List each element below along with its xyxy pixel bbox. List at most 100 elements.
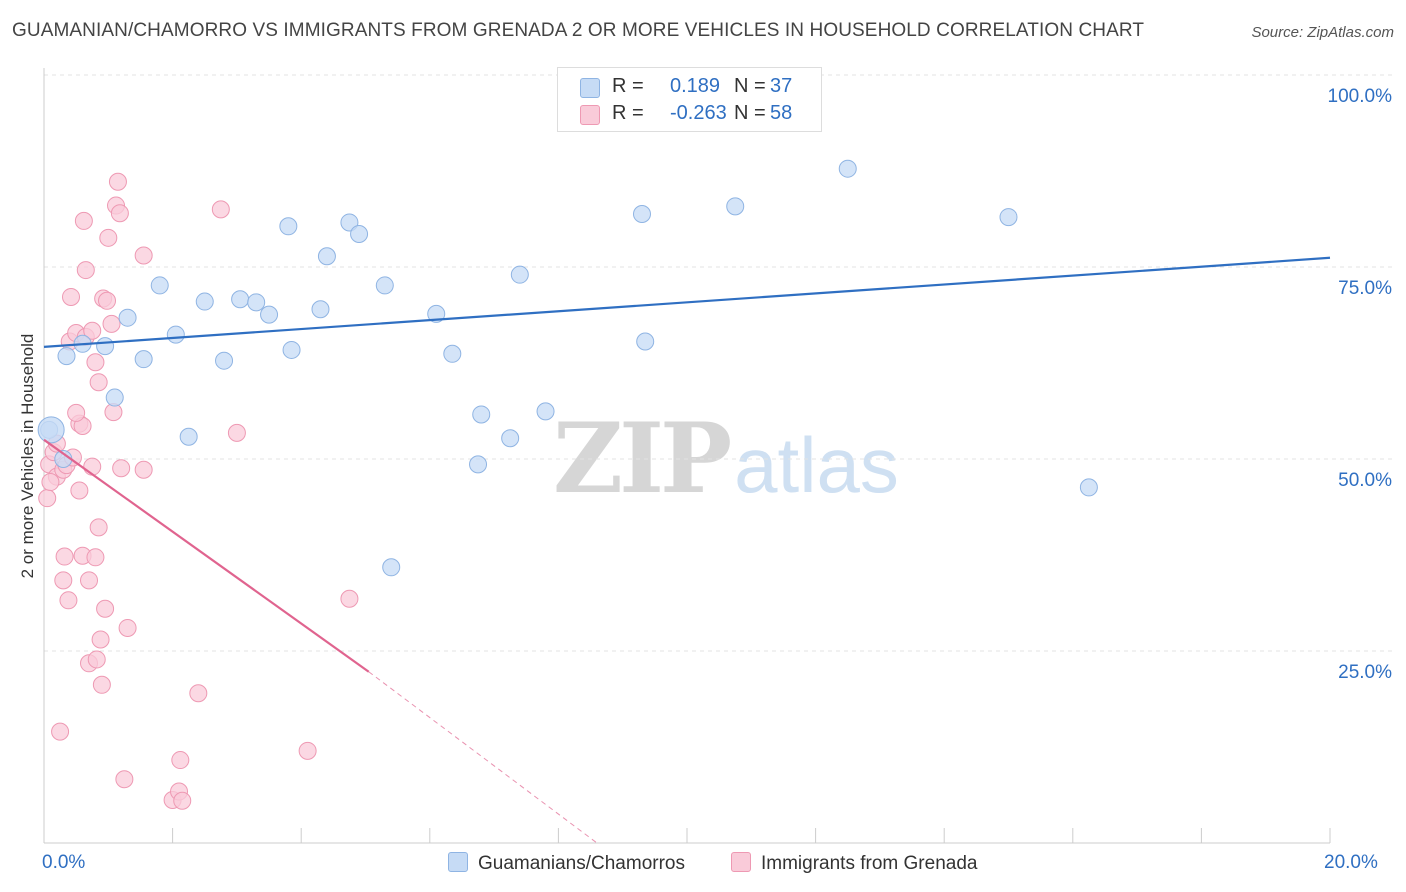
blue-point (382, 558, 401, 577)
source-label: Source: ZipAtlas.com (1251, 24, 1394, 41)
blue-point (231, 290, 250, 309)
pink-point (55, 547, 74, 566)
blue-point (150, 276, 169, 295)
legend-r-label: R = (612, 75, 644, 97)
blue-point (260, 305, 279, 324)
pink-point (89, 373, 108, 392)
legend-r-value: 0.189 (670, 75, 721, 97)
y-tick-label-25: 25.0% (1338, 662, 1392, 683)
pink-point (86, 548, 105, 567)
pink-point (134, 246, 153, 265)
pink-point (102, 314, 121, 333)
pink-point (298, 741, 317, 760)
blue-point (195, 292, 214, 311)
pink-point (92, 675, 111, 694)
pink-trend-line (43, 438, 370, 673)
correlation-legend: R = 0.189 N = 37 R = -0.263 N = 58 (557, 67, 822, 132)
pink-point (108, 172, 127, 191)
x-tick-label-max: 20.0% (1324, 852, 1378, 873)
pink-trend-extension (368, 671, 598, 844)
blue-point (57, 347, 76, 366)
pink-point (38, 489, 57, 508)
bottom-legend-pink: Immigrants from Grenada (731, 852, 977, 875)
y-tick-label-75: 75.0% (1338, 278, 1392, 299)
blue-point (427, 304, 446, 323)
pink-point (76, 261, 95, 280)
blue-point (501, 429, 520, 448)
series-name-blue: Guamanians/Chamorros (478, 853, 685, 874)
pink-point (87, 650, 106, 669)
legend-swatch-blue (580, 78, 600, 98)
pink-point (51, 722, 70, 741)
legend-n-value: 37 (770, 75, 793, 97)
blue-point (350, 224, 369, 243)
pink-point (173, 791, 192, 810)
blue-point (340, 213, 359, 232)
pink-point (110, 204, 129, 223)
pink-point (70, 481, 89, 500)
y-tick-label-50: 50.0% (1338, 470, 1392, 491)
bottom-legend-swatch-pink (731, 852, 751, 872)
blue-point (282, 340, 301, 359)
watermark-atlas: atlas (734, 421, 899, 509)
pink-point (134, 460, 153, 479)
x-tick-label-min: 0.0% (42, 852, 86, 873)
blue-point (317, 247, 336, 266)
blue-point (999, 208, 1018, 227)
blue-point (247, 293, 266, 312)
pink-point (112, 459, 131, 478)
pink-point (115, 770, 134, 789)
pink-point (98, 291, 117, 310)
blue-point (166, 325, 185, 344)
pink-point (80, 571, 99, 590)
pink-point (41, 473, 60, 492)
blue-point (215, 351, 234, 370)
pink-point (211, 200, 230, 219)
blue-series-points (37, 159, 1098, 577)
blue-trend-line (43, 256, 1331, 348)
pink-point (62, 287, 81, 306)
pink-series-points (38, 172, 359, 810)
pink-point (189, 684, 208, 703)
axes (43, 68, 1331, 844)
pink-point (74, 211, 93, 230)
legend-n-label: N = (734, 75, 766, 97)
blue-point (179, 427, 198, 446)
blue-point (510, 265, 529, 284)
legend-r-value: -0.263 (670, 102, 727, 124)
pink-point (99, 228, 118, 247)
pink-point (67, 403, 86, 422)
y-tick-label-100: 100.0% (1327, 86, 1392, 107)
bottom-legend-blue: Guamanians/Chamorros (448, 852, 685, 875)
gridlines (44, 74, 1394, 652)
pink-point (86, 353, 105, 372)
legend-n-value: 58 (770, 102, 793, 124)
blue-point (1079, 478, 1098, 497)
blue-point (636, 332, 655, 351)
blue-point (134, 350, 153, 369)
blue-point-large (37, 416, 65, 444)
blue-point (96, 337, 115, 356)
blue-point (279, 217, 298, 236)
pink-point (227, 423, 246, 442)
series-name-pink: Immigrants from Grenada (761, 853, 978, 874)
pink-point (83, 457, 102, 476)
chart-title: GUAMANIAN/CHAMORRO VS IMMIGRANTS FROM GR… (12, 20, 1145, 41)
pink-point (96, 599, 115, 618)
pink-point (83, 321, 102, 340)
bottom-legend-swatch-blue (448, 852, 468, 872)
blue-point (443, 344, 462, 363)
blue-point (375, 276, 394, 295)
blue-point (726, 197, 745, 216)
trend-lines (43, 256, 1331, 844)
pink-point (59, 591, 78, 610)
legend-n-label: N = (734, 102, 766, 124)
blue-point (311, 300, 330, 319)
pink-point (54, 571, 73, 590)
blue-point (838, 159, 857, 178)
blue-point (632, 205, 651, 224)
blue-point (469, 455, 488, 474)
pink-point (91, 630, 110, 649)
pink-point (118, 618, 137, 637)
blue-point (118, 308, 137, 327)
